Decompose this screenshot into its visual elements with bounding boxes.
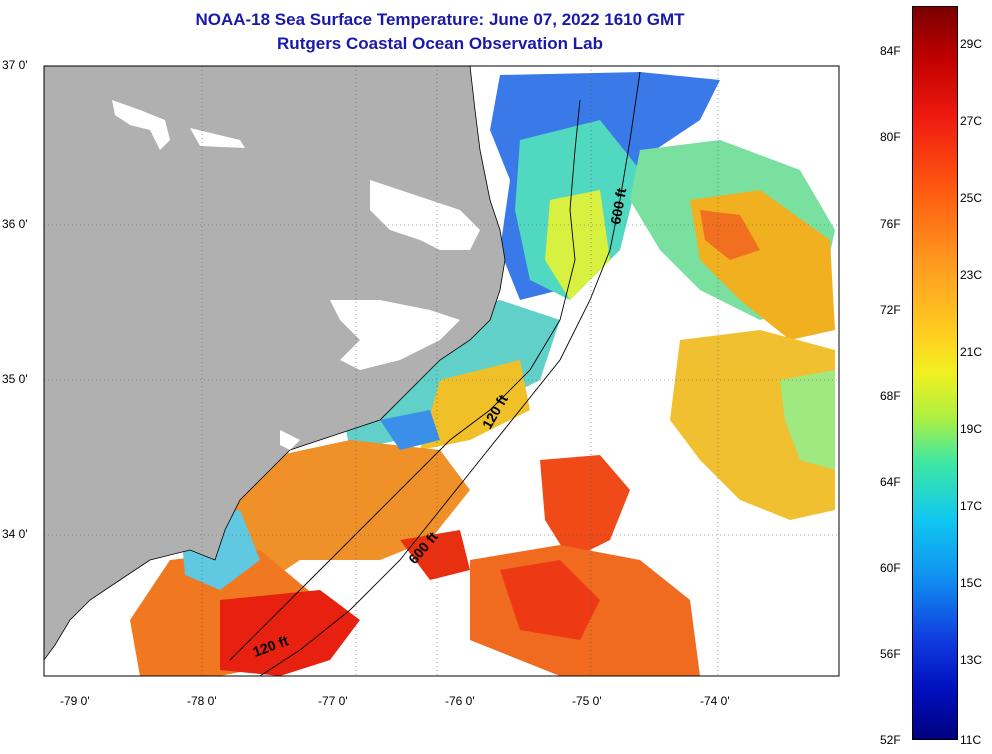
lat-label: 35 0': [2, 372, 28, 386]
lat-label: 36 0': [2, 217, 28, 231]
colorbar: [912, 6, 958, 740]
colorbar-c-label: 29C: [960, 37, 983, 51]
map-title: NOAA-18 Sea Surface Temperature: June 07…: [195, 10, 685, 29]
lat-label: 34 0': [2, 527, 28, 541]
map-frame: [43, 65, 840, 677]
map-subtitle: Rutgers Coastal Ocean Observation Lab: [277, 34, 603, 53]
colorbar-c-label: 27C: [960, 114, 983, 128]
colorbar-c-label: 17C: [960, 499, 983, 513]
lon-label: -78 0': [187, 694, 217, 708]
lon-label: -76 0': [445, 694, 475, 708]
lon-label: -77 0': [318, 694, 348, 708]
colorbar-f-label: 80F: [880, 130, 901, 144]
colorbar-c-label: 23C: [960, 268, 983, 282]
colorbar-c-label: 21C: [960, 345, 983, 359]
lon-label: -79 0': [60, 694, 90, 708]
colorbar-f-label: 72F: [880, 303, 901, 317]
colorbar-c-label: 15C: [960, 576, 983, 590]
colorbar-f-label: 60F: [880, 561, 901, 575]
colorbar-f-label: 76F: [880, 217, 901, 231]
colorbar-f-label: 64F: [880, 475, 901, 489]
lon-label: -75 0': [572, 694, 602, 708]
colorbar-c-label: 25C: [960, 191, 983, 205]
colorbar-f-label: 56F: [880, 647, 901, 661]
colorbar-f-label: 52F: [880, 733, 901, 747]
colorbar-f-label: 84F: [880, 44, 901, 58]
map-plot-area: [44, 66, 839, 676]
isobath-lines: [229, 71, 641, 676]
colorbar-f-label: 68F: [880, 389, 901, 403]
lon-label: -74 0': [700, 694, 730, 708]
colorbar-c-label: 19C: [960, 422, 983, 436]
isobath-label: 600 ft: [607, 186, 629, 225]
colorbar-c-label: 11C: [960, 733, 982, 747]
lat-label: 37 0': [2, 58, 28, 72]
colorbar-c-label: 13C: [960, 653, 983, 667]
inland-water: [112, 100, 480, 450]
graticule: [44, 66, 839, 676]
